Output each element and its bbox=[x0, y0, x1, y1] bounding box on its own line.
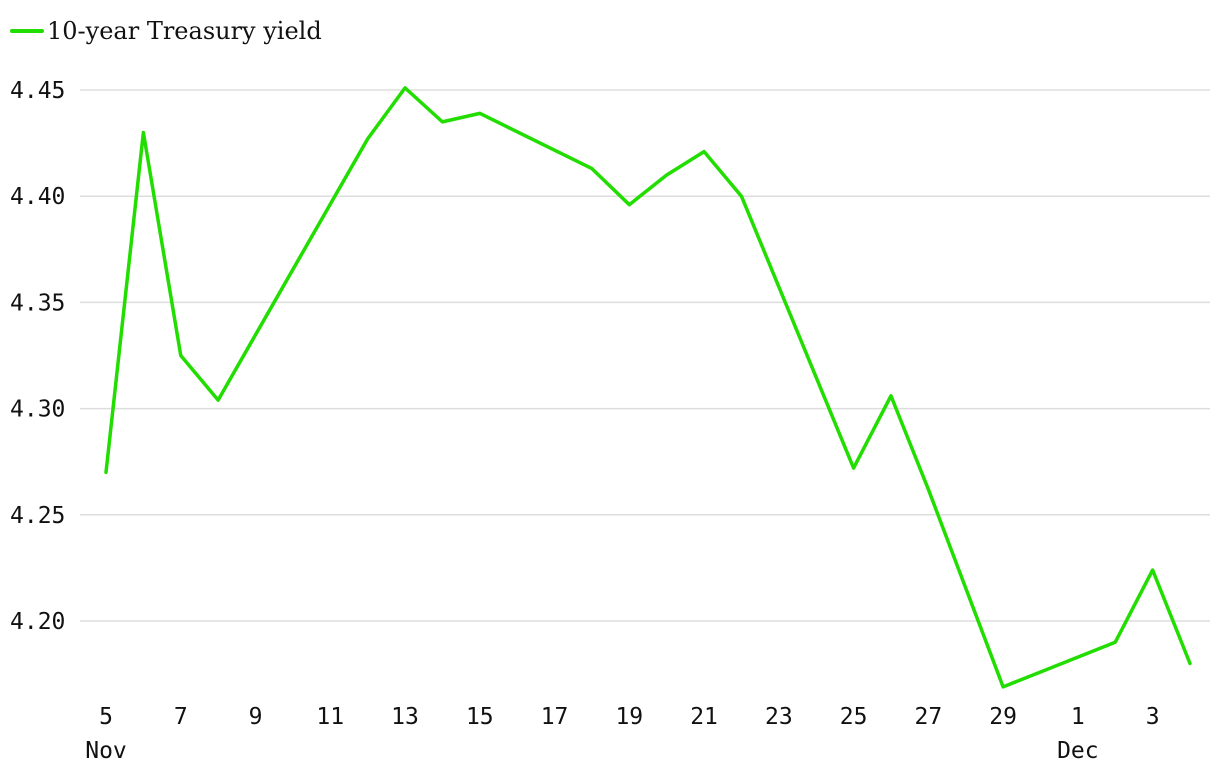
x-tick-label: 13 bbox=[391, 704, 419, 730]
x-tick-label: 29 bbox=[989, 704, 1017, 730]
y-tick-label: 4.45 bbox=[10, 78, 65, 104]
x-tick-label: 3 bbox=[1146, 704, 1160, 730]
x-tick-label: 7 bbox=[174, 704, 188, 730]
x-tick-label: 19 bbox=[615, 704, 643, 730]
legend-label: 10-year Treasury yield bbox=[47, 17, 322, 45]
series-line bbox=[104, 86, 1192, 689]
x-tick-month-label: Dec bbox=[1057, 738, 1099, 764]
x-tick-label: 15 bbox=[466, 704, 494, 730]
x-axis-tick-labels: 5 Nov 7 9 11 13 15 17 19 21 23 25 27 29 1 Dec 3 bbox=[85, 704, 1159, 764]
y-tick-label: 4.40 bbox=[10, 184, 65, 210]
y-tick-label: 4.25 bbox=[10, 503, 65, 529]
series-layer bbox=[104, 86, 1192, 689]
x-tick-label: 5 bbox=[99, 704, 113, 730]
x-tick-label: 27 bbox=[914, 704, 942, 730]
x-tick-label: 23 bbox=[765, 704, 793, 730]
legend: 10-year Treasury yield bbox=[10, 17, 322, 45]
x-tick-label: 11 bbox=[316, 704, 344, 730]
y-tick-label: 4.20 bbox=[10, 609, 65, 635]
y-tick-label: 4.30 bbox=[10, 397, 65, 423]
x-tick-label: 25 bbox=[840, 704, 868, 730]
grid-lines bbox=[80, 89, 1210, 622]
x-tick-label: 9 bbox=[249, 704, 263, 730]
x-tick-label: 1 bbox=[1071, 704, 1085, 730]
y-axis-tick-labels: 4.20 4.25 4.30 4.35 4.40 4.45 bbox=[10, 78, 65, 635]
y-tick-label: 4.35 bbox=[10, 290, 65, 316]
x-tick-label: 17 bbox=[541, 704, 569, 730]
x-tick-month-label: Nov bbox=[85, 738, 127, 764]
x-tick-label: 21 bbox=[690, 704, 718, 730]
